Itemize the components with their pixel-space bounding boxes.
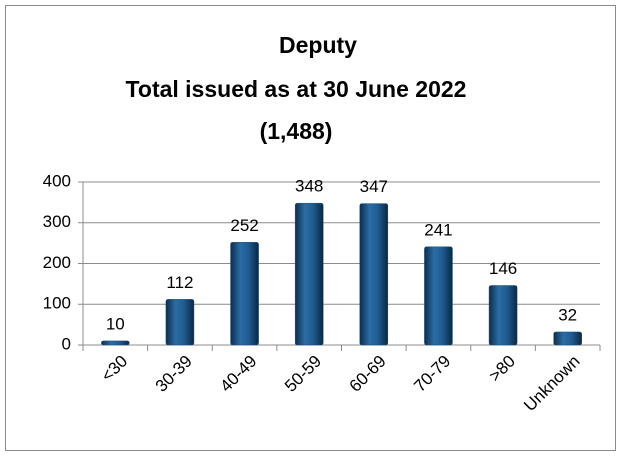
bar <box>165 299 195 346</box>
data-label: 32 <box>558 305 577 324</box>
data-label: 10 <box>106 314 125 333</box>
bar <box>488 285 518 346</box>
data-label: 112 <box>166 273 193 292</box>
chart-title: Total issued as at 30 June 2022 <box>126 76 467 102</box>
bar <box>359 203 389 346</box>
y-tick-label: 200 <box>43 253 71 272</box>
data-label: 347 <box>360 177 388 196</box>
bar <box>101 340 130 346</box>
bar <box>230 242 259 346</box>
bar <box>553 331 582 346</box>
data-label: 252 <box>230 216 258 235</box>
chart-title: Deputy <box>279 32 357 58</box>
bar <box>424 246 453 346</box>
data-label: 241 <box>424 220 452 239</box>
data-label: 348 <box>295 177 323 196</box>
bar <box>294 202 324 346</box>
chart-title: (1,488) <box>260 118 333 144</box>
y-tick-label: 400 <box>43 171 71 190</box>
y-tick-label: 300 <box>43 212 71 231</box>
y-tick-label: 0 <box>62 334 71 353</box>
y-tick-label: 100 <box>43 294 71 313</box>
data-label: 146 <box>489 259 517 278</box>
